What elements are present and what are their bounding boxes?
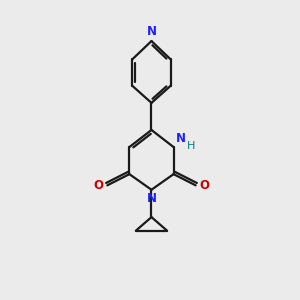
Text: N: N — [176, 132, 186, 145]
Text: N: N — [146, 25, 157, 38]
Text: H: H — [187, 142, 195, 152]
Text: O: O — [199, 179, 209, 192]
Text: N: N — [146, 192, 157, 205]
Text: O: O — [94, 179, 104, 192]
